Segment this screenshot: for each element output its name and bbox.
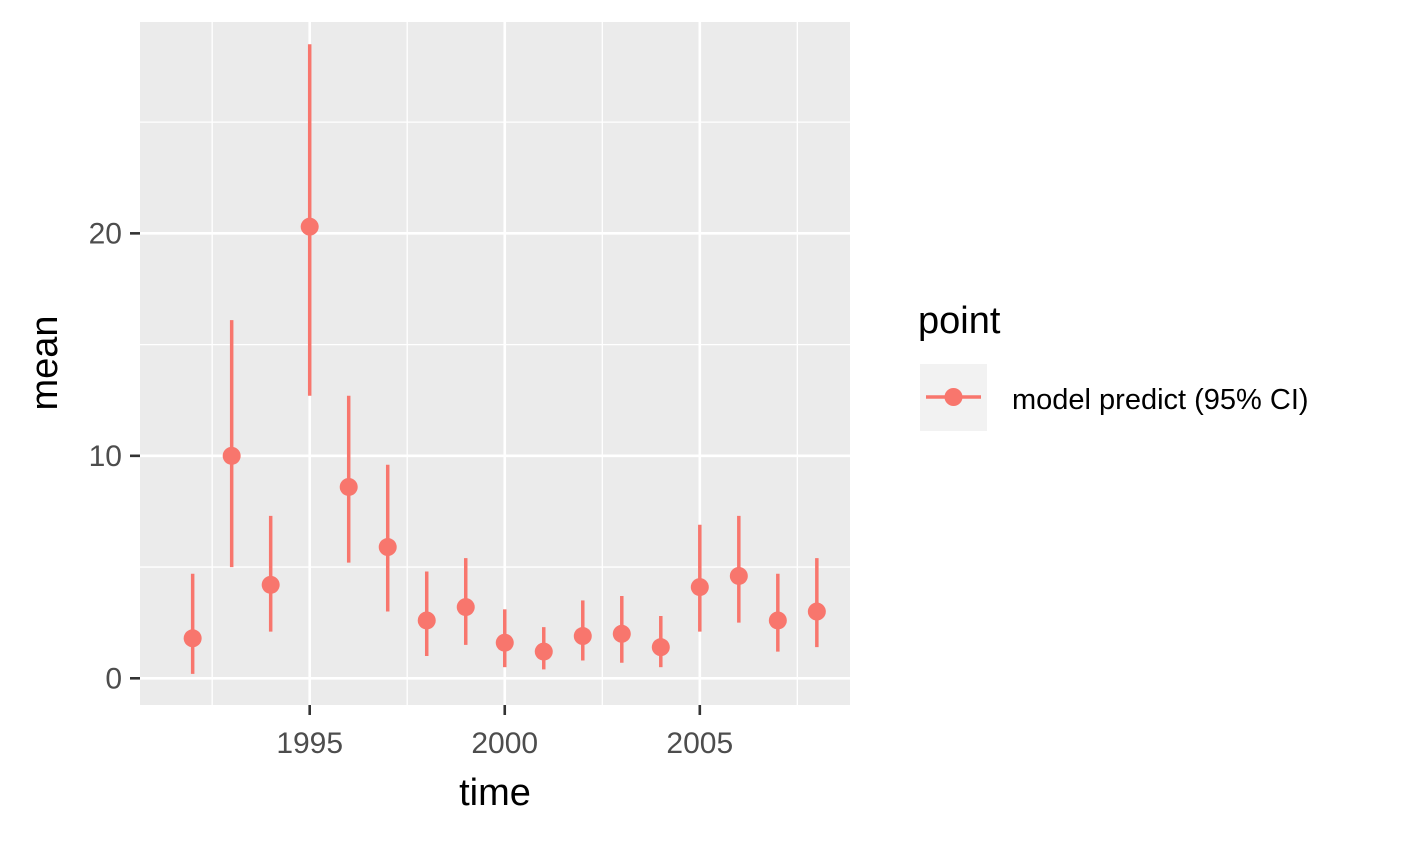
data-point [768,611,787,630]
data-point [261,575,280,594]
data-point [729,566,748,585]
x-axis-title: time [459,772,531,814]
data-point [300,217,319,236]
grid-minor [140,22,850,705]
data-point [183,629,202,648]
legend: point model predict (95% CI) [918,300,1309,431]
data-point [651,638,670,657]
data-point [807,602,826,621]
panel-background [140,22,850,705]
x-tick-label: 2000 [471,727,538,760]
legend-title: point [918,300,1001,342]
axis-ticks: 1995 2000 2005 0 10 20 [89,217,734,760]
legend-label: model predict (95% CI) [1012,384,1309,416]
y-axis-title: mean [24,315,66,410]
x-tick-label: 1995 [276,727,343,760]
legend-key-point [944,388,963,406]
data-points [183,217,826,661]
x-tick-label: 2005 [666,727,733,760]
y-tick-label: 10 [89,440,122,473]
data-point [339,477,358,496]
data-point [612,624,631,643]
data-point [534,642,553,661]
data-point [573,627,592,646]
data-point [378,538,397,557]
y-tick-label: 20 [89,217,122,250]
y-tick-label: 0 [105,662,122,695]
data-point [222,446,241,465]
data-point [417,611,436,630]
data-point [690,578,709,597]
data-point [456,598,475,617]
data-point [495,633,514,652]
